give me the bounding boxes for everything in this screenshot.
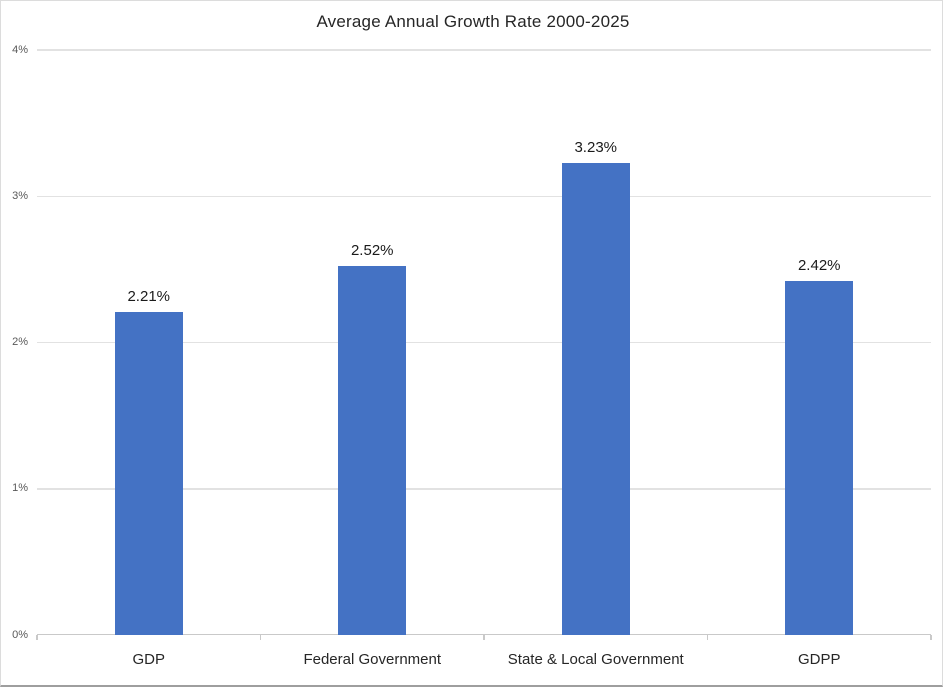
gridline-3%	[37, 195, 931, 197]
bar-data-label: 2.21%	[127, 287, 171, 305]
x-axis-tick	[36, 635, 38, 640]
y-axis-tick-label: 1%	[12, 482, 28, 495]
x-axis-category-label: GDP	[132, 651, 165, 668]
bar-gdpp	[785, 281, 854, 635]
chart-title: Average Annual Growth Rate 2000-2025	[316, 12, 630, 31]
bar-data-label: 2.42%	[797, 257, 841, 275]
gridline-2%	[37, 341, 931, 344]
bar-federal-government	[338, 266, 407, 635]
x-axis-category-label: GDPP	[797, 651, 841, 668]
x-axis-tick	[483, 635, 485, 640]
y-axis-tick-label: 3%	[12, 189, 28, 202]
gridline-1%	[37, 488, 931, 490]
gridline-4%	[37, 49, 931, 51]
x-axis-category-label: State & Local Government	[507, 651, 684, 668]
y-axis-tick-label: 2%	[12, 336, 28, 348]
y-axis-tick-label: 0%	[12, 628, 28, 641]
x-axis-tick	[259, 635, 262, 640]
x-axis-tick	[706, 635, 709, 640]
x-axis-category-label: Federal Government	[303, 651, 442, 668]
y-axis-tick-label: 4%	[12, 43, 28, 56]
x-axis-tick	[930, 635, 932, 640]
plot-area: 2.21% 2.52% 3.23% 2.42%	[36, 49, 932, 640]
bar-data-label: 3.23%	[574, 138, 618, 156]
bar-gdp	[114, 311, 183, 635]
x-axis-line	[37, 633, 931, 635]
bar-state-local-government	[561, 162, 630, 635]
bar-data-label: 2.52%	[350, 242, 394, 260]
